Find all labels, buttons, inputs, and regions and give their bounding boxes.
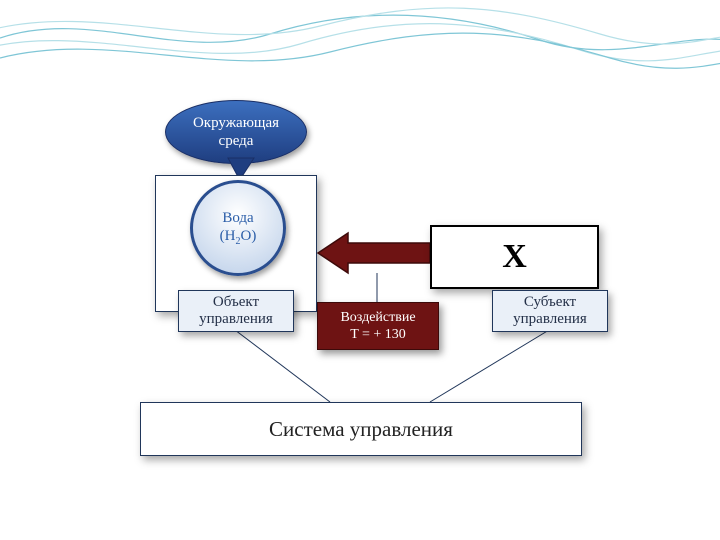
system-bar: Система управления bbox=[140, 402, 582, 456]
subject-x-label: X bbox=[502, 238, 527, 276]
impact-arrow bbox=[0, 0, 720, 540]
action-line1: Воздействие bbox=[340, 309, 415, 327]
action-line2: T = + 130 bbox=[350, 326, 406, 344]
subject-label-line2: управления bbox=[513, 311, 587, 328]
diagram-canvas: { "canvas": { "width": 720, "height": 54… bbox=[0, 0, 720, 540]
system-label: Система управления bbox=[269, 417, 453, 442]
action-box: Воздействие T = + 130 bbox=[317, 302, 439, 350]
subject-label-line1: Субъект bbox=[513, 294, 587, 311]
subject-box: X bbox=[430, 225, 599, 289]
subject-label-bar: Субъект управления bbox=[492, 290, 608, 332]
